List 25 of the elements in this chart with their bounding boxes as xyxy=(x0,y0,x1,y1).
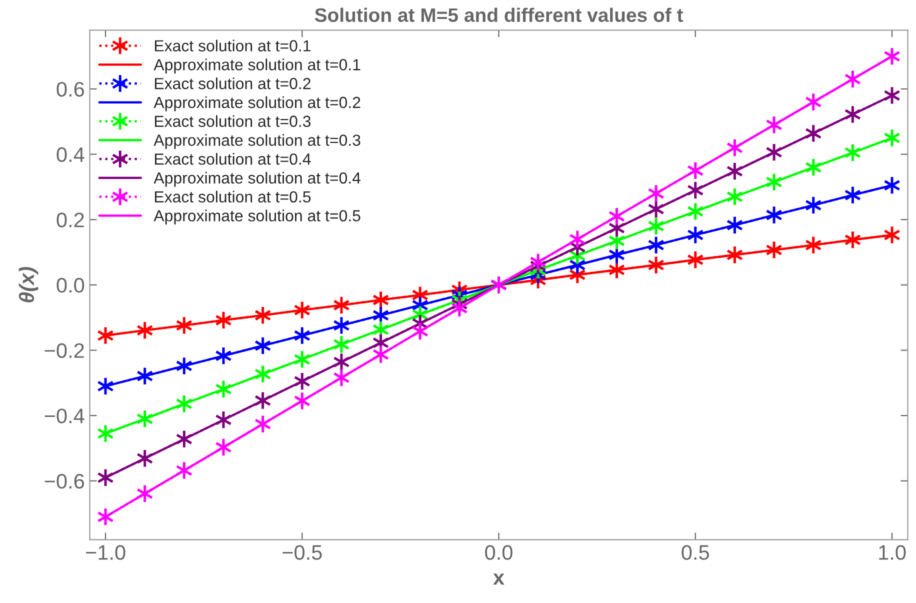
x-tick-label: 1.0 xyxy=(879,545,906,560)
y-tick-label: −0.4 xyxy=(44,408,84,424)
y-tick-label: 0.6 xyxy=(56,82,84,97)
x-tick-label: 0.5 xyxy=(682,545,709,560)
y-tick-label: −0.6 xyxy=(44,474,84,489)
x-tick-label: −0.5 xyxy=(282,545,322,560)
x-tick-label: −1.0 xyxy=(86,545,126,560)
legend-label: Exact solution at t=0.5 xyxy=(154,190,311,203)
legend-label: Approximate solution at t=0.1 xyxy=(154,58,360,74)
legend-label: Approximate solution at t=0.4 xyxy=(154,172,361,187)
y-tick-label: −0.2 xyxy=(44,343,84,358)
legend-label: Exact solution at t=0.3 xyxy=(154,115,311,127)
chart-title: Solution at M=5 and different values of t xyxy=(314,8,684,22)
legend-label: Exact solution at t=0.1 xyxy=(154,40,310,52)
legend-label: Approximate solution at t=0.2 xyxy=(154,96,360,112)
legend-label: Approximate solution at t=0.3 xyxy=(154,134,360,150)
y-tick-label: 0.2 xyxy=(56,212,84,228)
x-tick-label: 0.0 xyxy=(485,545,512,560)
legend-label: Approximate solution at t=0.5 xyxy=(154,210,360,225)
y-tick-label: 0.0 xyxy=(56,278,84,293)
y-axis-title: θ(x) xyxy=(18,266,38,302)
y-tick-label: 0.4 xyxy=(56,147,84,162)
x-axis-title: x xyxy=(493,574,504,585)
legend-label: Exact solution at t=0.2 xyxy=(154,78,310,90)
legend-label: Exact solution at t=0.4 xyxy=(154,153,311,165)
